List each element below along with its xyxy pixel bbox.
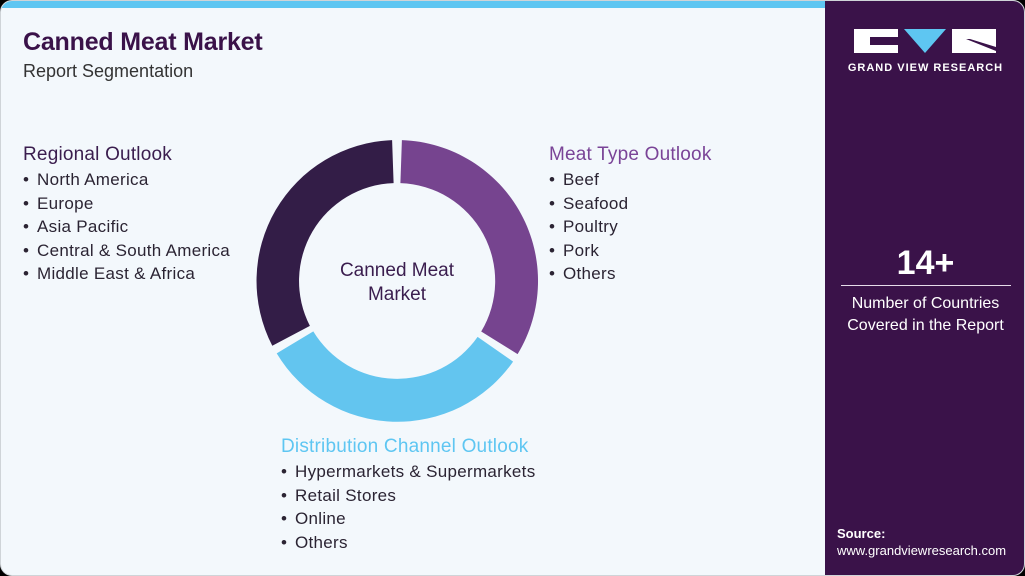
brand-name: GRAND VIEW RESEARCH	[847, 62, 1004, 74]
bullet-icon: •	[281, 532, 288, 552]
list-item: • Others	[549, 262, 712, 286]
source-label: Source:	[837, 526, 886, 541]
list-item: • Retail Stores	[281, 484, 536, 508]
regional-outlook-list: • North America • Europe • Asia Pacific • Ce…	[23, 168, 230, 286]
meat-type-outlook-list: • Beef • Seafood • Poultry • Pork • Others	[549, 168, 712, 286]
list-item: • Beef	[549, 168, 712, 192]
list-item: • Asia Pacific	[23, 215, 230, 239]
top-accent-bar	[1, 1, 825, 8]
segmentation-donut-chart	[256, 140, 539, 422]
bullet-icon: •	[23, 170, 30, 189]
meat-type-outlook-section: Meat Type Outlook • Beef • Seafood • Poultr…	[549, 144, 712, 286]
distribution-channel-outlook-section: Distribution Channel Outlook • Hypermarke…	[281, 436, 536, 554]
bullet-icon: •	[23, 264, 30, 283]
distribution-channel-outlook-heading: Distribution Channel Outlook	[281, 436, 529, 457]
distribution-channel-outlook-list: • Hypermarkets & Supermarkets • Retail Sto…	[281, 460, 536, 554]
regional-outlook-section: Regional Outlook • North America • Europe …	[23, 144, 230, 286]
list-item: • North America	[23, 168, 230, 192]
list-item: • Seafood	[549, 192, 712, 216]
countries-stat-value: 14+	[896, 244, 955, 282]
list-item: • Central & South America	[23, 239, 230, 263]
donut-segment-distribution	[276, 331, 514, 422]
bullet-icon: •	[549, 264, 556, 283]
list-item: • Hypermarkets & Supermarkets	[281, 460, 536, 484]
donut-segment-meat-type	[400, 140, 539, 355]
source-url: www.grandviewresearch.com	[837, 543, 1007, 558]
bullet-icon: •	[549, 240, 556, 260]
stat-divider	[841, 285, 1011, 286]
page-subtitle: Report Segmentation	[23, 61, 194, 81]
list-item: • Pork	[549, 239, 712, 263]
list-item: • Middle East & Africa	[23, 262, 230, 286]
sidebar-panel	[825, 1, 1024, 575]
bullet-icon: •	[281, 485, 288, 505]
bullet-icon: •	[549, 193, 556, 213]
meat-type-outlook-heading: Meat Type Outlook	[549, 144, 712, 165]
bullet-icon: •	[281, 462, 288, 481]
bullet-icon: •	[549, 170, 556, 189]
bullet-icon: •	[23, 240, 30, 260]
list-item: • Others	[281, 531, 536, 555]
bullet-icon: •	[549, 217, 556, 236]
list-item: • Poultry	[549, 215, 712, 239]
bullet-icon: •	[23, 217, 30, 236]
countries-stat-label: Number of Countries Covered in the Repor…	[847, 295, 1004, 334]
bullet-icon: •	[23, 193, 30, 213]
list-item: • Online	[281, 507, 536, 531]
grand-view-research-logo-icon	[854, 29, 996, 53]
bullet-icon: •	[281, 509, 288, 528]
regional-outlook-heading: Regional Outlook	[23, 144, 172, 165]
page-title: Canned Meat Market	[23, 28, 263, 56]
donut-segment-regional	[256, 140, 394, 346]
list-item: • Europe	[23, 192, 230, 216]
donut-center-label: Canned Meat Market	[339, 260, 455, 305]
